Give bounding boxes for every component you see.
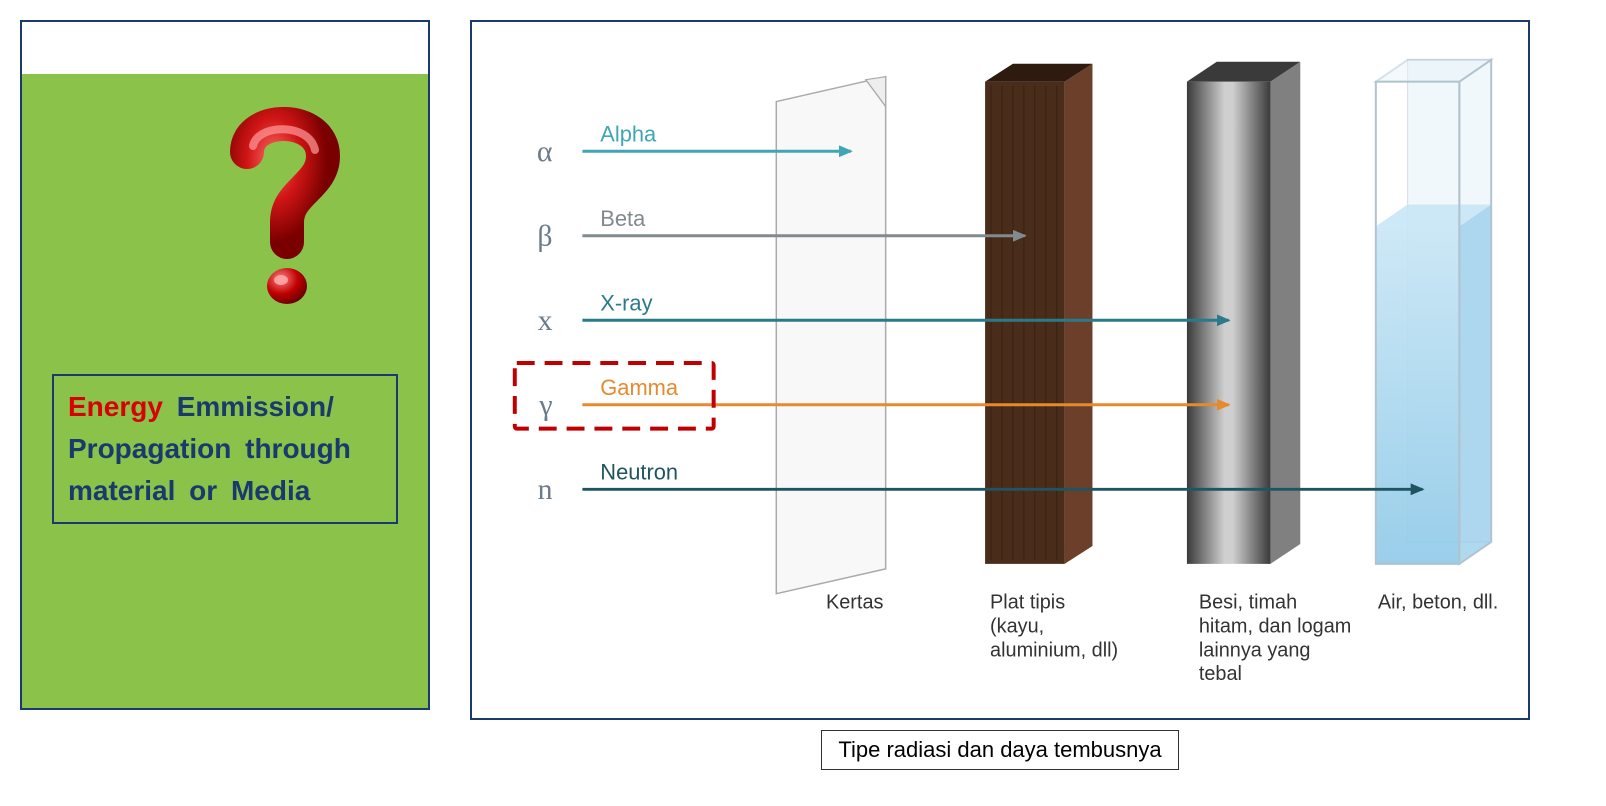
svg-text:hitam, dan logam: hitam, dan logam	[1199, 615, 1351, 637]
svg-text:Beta: Beta	[600, 206, 646, 231]
svg-text:x: x	[538, 304, 553, 337]
svg-text:Gamma: Gamma	[600, 375, 679, 400]
svg-text:γ: γ	[538, 389, 552, 422]
svg-text:Kertas: Kertas	[826, 592, 884, 614]
penetration-diagram: α Alpha β Beta x X-ray γ Gamma n Neutron Kertas Pla…	[472, 22, 1528, 718]
svg-text:Besi, timah: Besi, timah	[1199, 592, 1297, 614]
svg-text:n: n	[538, 473, 553, 506]
svg-text:aluminium, dll): aluminium, dll)	[990, 639, 1118, 661]
svg-text:Plat tipis: Plat tipis	[990, 592, 1065, 614]
svg-text:Air, beton, dll.: Air, beton, dll.	[1378, 592, 1498, 614]
radiation-diagram-panel: α Alpha β Beta x X-ray γ Gamma n Neutron Kertas Pla…	[470, 20, 1530, 720]
svg-text:Neutron: Neutron	[600, 459, 678, 484]
svg-text:β: β	[537, 220, 552, 253]
svg-text:lainnya yang: lainnya yang	[1199, 639, 1311, 661]
svg-text:Alpha: Alpha	[600, 121, 657, 146]
definition-textbox: Energy Emmission/ Propagation through ma…	[52, 374, 398, 524]
green-background: Energy Emmission/ Propagation through ma…	[22, 74, 428, 708]
svg-text:X-ray: X-ray	[600, 290, 652, 315]
diagram-caption: Tipe radiasi dan daya tembusnya	[821, 730, 1178, 770]
left-panel: Energy Emmission/ Propagation through ma…	[20, 20, 430, 710]
svg-text:(kayu,: (kayu,	[990, 615, 1044, 637]
svg-text:α: α	[537, 135, 553, 168]
question-mark-icon	[215, 94, 355, 314]
energy-word: Energy	[68, 391, 163, 422]
svg-text:tebal: tebal	[1199, 663, 1242, 685]
